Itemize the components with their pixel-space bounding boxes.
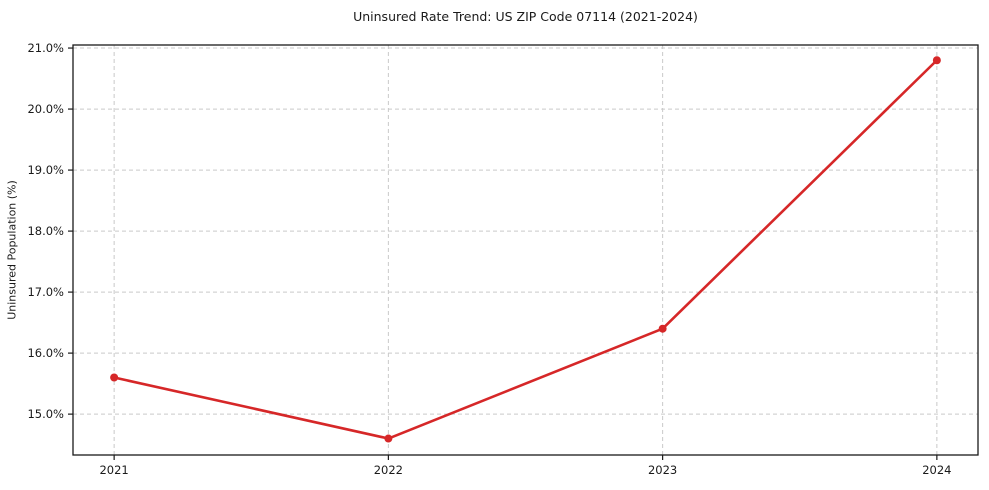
y-tick-label: 16.0% bbox=[27, 346, 64, 360]
chart-title: Uninsured Rate Trend: US ZIP Code 07114 … bbox=[353, 9, 698, 24]
trend-line bbox=[112, 58, 939, 440]
y-tick-label: 17.0% bbox=[27, 285, 64, 299]
x-tick-label: 2022 bbox=[374, 463, 403, 477]
y-tick-label: 18.0% bbox=[27, 224, 64, 238]
data-point bbox=[384, 434, 393, 443]
plot-border bbox=[72, 44, 979, 456]
data-point bbox=[932, 56, 941, 65]
x-tick-label: 2023 bbox=[648, 463, 677, 477]
y-tick-label: 19.0% bbox=[27, 163, 64, 177]
x-tick-label: 2021 bbox=[99, 463, 128, 477]
y-tick-label: 21.0% bbox=[27, 41, 64, 55]
data-point bbox=[658, 324, 667, 333]
y-tick-label: 20.0% bbox=[27, 102, 64, 116]
y-tick-label: 15.0% bbox=[27, 407, 64, 421]
x-tick-label: 2024 bbox=[922, 463, 951, 477]
data-point bbox=[110, 373, 119, 382]
